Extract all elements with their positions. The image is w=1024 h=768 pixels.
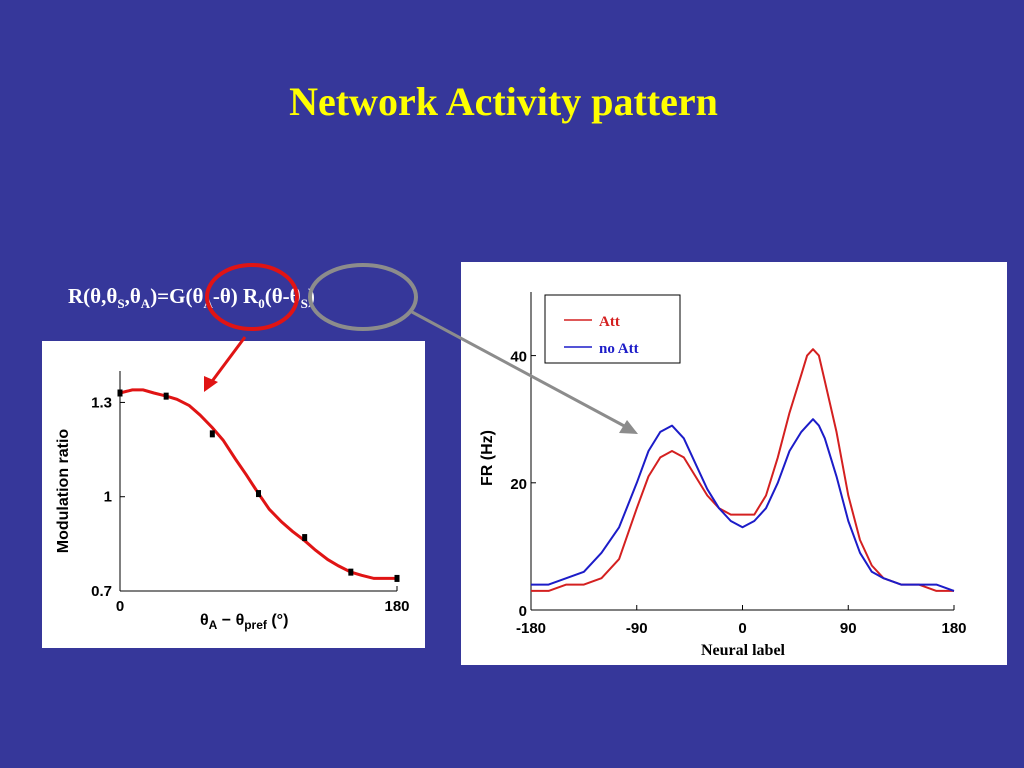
x-label-unit: (°) <box>267 612 289 629</box>
error-bar-marker <box>394 574 400 582</box>
x-label-minus-theta: − θ <box>217 612 244 629</box>
error-bar-marker <box>209 430 215 438</box>
y-tick-label: 20 <box>510 476 527 493</box>
modulation-chart-panel: 1.3 1 0.7 0 180 Modulation ratio θA − θpref … <box>42 341 425 648</box>
y-tick-label: 0.7 <box>91 583 112 600</box>
formula-sub: A <box>140 296 151 312</box>
formula-part: R(θ,θ <box>68 284 118 308</box>
x-tick-label: -90 <box>626 620 648 637</box>
formula-part: )=G(θ <box>150 284 204 308</box>
fr-y-axis-label: FR (Hz) <box>479 430 496 486</box>
x-tick-label: 0 <box>116 598 124 615</box>
formula: R(θ,θS,θA)=G(θA-θ) R0(θ-θS) <box>68 284 315 312</box>
legend: Att no Att <box>544 294 681 364</box>
error-bar-marker <box>163 392 169 400</box>
formula-part: -θ) R <box>212 284 259 308</box>
x-tick-label: 0 <box>738 620 746 637</box>
formula-sub: S <box>117 296 125 312</box>
y-tick-label: 0 <box>519 603 527 620</box>
y-tick-label: 40 <box>510 349 527 366</box>
legend-label-no-att: no Att <box>599 341 639 357</box>
firing-rate-chart-panel: 40 20 0 -180 -90 0 90 180 FR (Hz) Neural label … <box>461 262 1007 665</box>
error-bar-marker <box>117 389 123 397</box>
no-att-series-line <box>531 418 955 592</box>
att-series-line <box>531 348 954 592</box>
formula-part: (θ-θ <box>264 284 301 308</box>
gray-highlight-circle <box>308 263 418 331</box>
error-bar-marker <box>302 534 308 542</box>
x-tick-label: -180 <box>516 620 546 637</box>
slide-title: Network Activity pattern <box>289 79 718 124</box>
modulation-line <box>119 388 397 580</box>
x-tick-label: 180 <box>941 620 966 637</box>
formula-sub: S <box>300 296 308 312</box>
y-tick-label: 1.3 <box>91 394 112 411</box>
modulation-y-axis-label: Modulation ratio <box>55 429 72 554</box>
y-tick-label: 1 <box>104 489 112 506</box>
modulation-chart: 1.3 1 0.70 180 Modulation ratio θA − θpref … <box>55 371 410 632</box>
x-tick-label: 180 <box>384 598 409 615</box>
fr-x-axis-label: Neural label <box>701 642 786 659</box>
x-label-sub-pref: pref <box>244 618 268 632</box>
x-label-sub-a: A <box>209 618 218 632</box>
formula-part: ,θ <box>124 284 141 308</box>
x-tick-label: 90 <box>840 620 857 637</box>
error-bar-marker <box>256 490 261 498</box>
formula-sub: A <box>203 296 213 312</box>
error-bar-marker <box>348 568 354 576</box>
legend-label-att: Att <box>599 314 620 330</box>
formula-part: ) <box>307 284 315 308</box>
modulation-x-axis-label: θA − θpref (°) <box>200 612 288 632</box>
x-label-theta-a: θ <box>200 612 209 629</box>
